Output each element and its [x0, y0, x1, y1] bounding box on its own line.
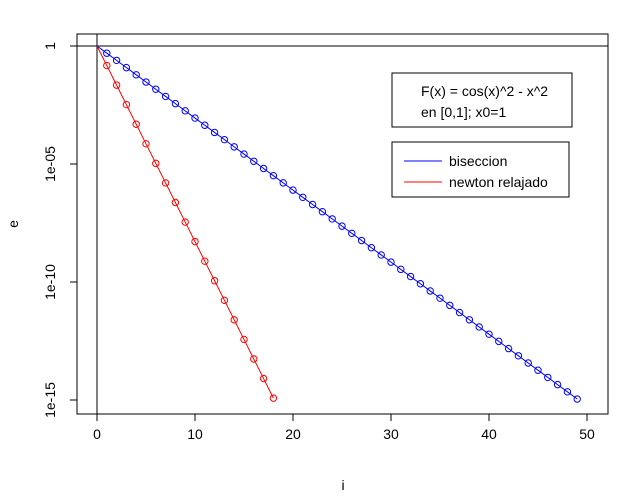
data-point-newton: [220, 296, 229, 305]
data-point-biseccion: [485, 330, 493, 338]
data-point-biseccion: [338, 222, 346, 230]
data-point-biseccion: [250, 157, 258, 165]
y-axis: 1 1e-05 1e-10 1e-15: [42, 42, 77, 418]
data-point-biseccion: [446, 301, 454, 310]
data-point-biseccion: [191, 114, 199, 122]
data-point-biseccion: [103, 49, 111, 57]
legend: biseccion newton relajado: [391, 141, 570, 198]
data-point-biseccion: [387, 258, 395, 266]
data-point-newton: [161, 179, 170, 187]
data-point-biseccion: [122, 63, 131, 72]
series-line-biseccion: [96, 45, 578, 400]
data-point-biseccion: [161, 92, 170, 101]
data-point-biseccion: [495, 337, 503, 346]
data-point-biseccion: [348, 229, 356, 238]
y-tick-label: 1e-05: [42, 146, 58, 182]
data-point-biseccion: [308, 200, 317, 209]
x-tick-label: 40: [481, 426, 497, 442]
data-point-biseccion: [220, 135, 229, 144]
data-point-newton: [230, 316, 238, 324]
data-point-biseccion: [240, 150, 248, 158]
data-point-biseccion: [259, 164, 268, 173]
data-point-biseccion: [210, 128, 219, 137]
data-point-biseccion: [357, 236, 366, 245]
x-axis: 0 10 20 30 40 50: [93, 414, 595, 442]
data-point-newton: [142, 140, 150, 148]
data-point-biseccion: [230, 143, 238, 151]
legend-label-biseccion: biseccion: [449, 153, 507, 169]
data-point-biseccion: [289, 186, 297, 194]
annotation-line-1: F(x) = cos(x)^2 - x^2: [421, 83, 548, 99]
data-point-biseccion: [299, 193, 307, 201]
x-tick-label: 50: [579, 426, 595, 442]
y-axis-title: e: [5, 220, 21, 228]
data-point-biseccion: [171, 99, 180, 108]
data-point-newton: [201, 257, 209, 265]
data-point-biseccion: [142, 78, 150, 86]
data-point-biseccion: [563, 388, 572, 396]
y-tick-label: 1e-10: [42, 264, 58, 300]
data-point-newton: [122, 100, 131, 109]
data-point-biseccion: [534, 366, 542, 374]
data-point-biseccion: [397, 265, 405, 274]
y-tick-label: 1: [42, 42, 58, 50]
data-point-biseccion: [377, 251, 385, 259]
legend-label-newton: newton relajado: [449, 174, 548, 190]
data-point-newton: [112, 81, 121, 89]
data-point-biseccion: [201, 121, 209, 129]
data-point-biseccion: [426, 287, 434, 295]
data-point-biseccion: [132, 71, 140, 79]
data-point-biseccion: [152, 85, 160, 93]
data-point-biseccion: [455, 308, 464, 317]
data-point-biseccion: [544, 373, 552, 382]
data-point-biseccion: [524, 359, 532, 367]
data-point-newton: [240, 335, 248, 344]
data-point-biseccion: [328, 215, 336, 223]
x-tick-label: 20: [285, 426, 301, 442]
data-point-newton: [103, 61, 111, 70]
data-point-biseccion: [367, 244, 376, 252]
x-tick-label: 10: [187, 426, 203, 442]
x-tick-label: 0: [93, 426, 101, 442]
annotation-frame: [391, 72, 573, 128]
series-line-newton: [96, 45, 274, 399]
data-point-biseccion: [573, 395, 581, 403]
data-point-newton: [152, 159, 160, 168]
data-point-newton: [259, 374, 268, 383]
data-point-newton: [132, 120, 140, 128]
x-axis-title: i: [341, 477, 344, 493]
data-point-newton: [191, 237, 199, 246]
y-tick-label: 1e-15: [42, 382, 58, 418]
legend-frame: [391, 141, 570, 198]
x-tick-label: 30: [383, 426, 399, 442]
data-point-biseccion: [504, 344, 513, 353]
data-point-biseccion: [436, 294, 444, 302]
data-point-newton: [269, 394, 278, 402]
data-point-newton: [181, 218, 189, 226]
data-point-newton: [210, 277, 219, 285]
data-point-biseccion: [112, 56, 121, 65]
data-point-biseccion: [406, 272, 415, 281]
series-layer: [96, 45, 581, 403]
plot-frame: [76, 33, 609, 415]
data-point-biseccion: [279, 179, 287, 187]
data-point-biseccion: [465, 316, 474, 324]
data-point-biseccion: [416, 280, 425, 288]
data-point-biseccion: [318, 208, 327, 216]
data-point-biseccion: [553, 380, 562, 389]
annotation-box: F(x) = cos(x)^2 - x^2 en [0,1]; x0=1: [391, 72, 573, 128]
data-point-newton: [250, 355, 258, 363]
data-point-newton: [171, 198, 180, 207]
data-point-biseccion: [269, 171, 278, 180]
data-point-biseccion: [475, 323, 483, 331]
annotation-line-2: en [0,1]; x0=1: [421, 104, 506, 120]
data-point-biseccion: [181, 107, 189, 115]
data-point-biseccion: [514, 352, 523, 360]
